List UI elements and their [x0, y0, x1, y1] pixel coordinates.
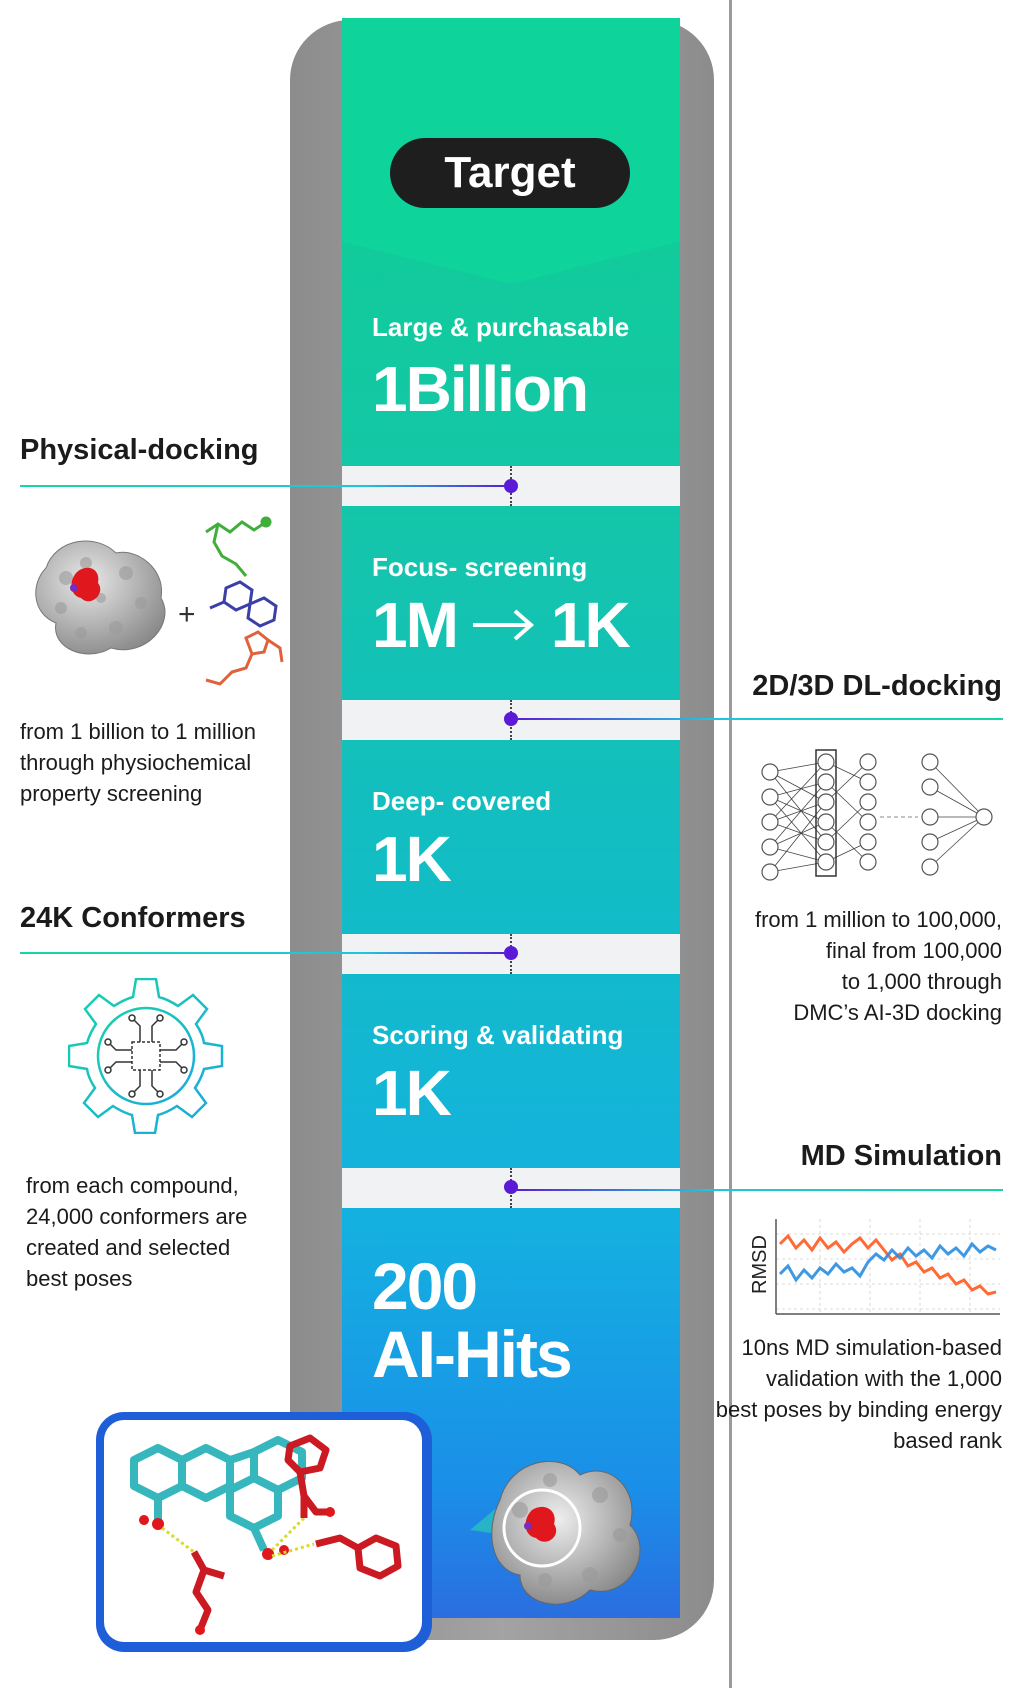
physical-docking-title: Physical-docking: [20, 434, 259, 466]
stage-4-value: 1K: [372, 1057, 452, 1129]
connector-dot-1: [504, 479, 518, 493]
neural-network-icon: [761, 749, 993, 881]
ligand-molecules-icon: [205, 516, 284, 686]
stage-2-to: 1K: [550, 589, 631, 661]
pipeline-column: [342, 18, 680, 1618]
md-simulation-line-2: validation with the 1,000: [765, 1366, 1002, 1391]
stage-3-subtitle: Deep- covered: [372, 786, 552, 816]
conformers-desc: from each compound, 24,000 conformers ar…: [26, 1170, 247, 1294]
physical-docking-line-2: through physiochemical: [20, 750, 252, 775]
dl-docking-line-2: final from 100,000: [825, 938, 1002, 963]
dl-docking-line-4: DMC’s AI-3D docking: [793, 1000, 1002, 1025]
md-simulation-desc: 10ns MD simulation-based validation with…: [660, 1332, 1002, 1456]
target-label: Target: [390, 138, 630, 208]
conformers-connector: [20, 952, 510, 954]
gear-circuit-icon: [68, 978, 224, 1134]
dl-docking-connector: [511, 718, 1003, 720]
binding-site-protein-icon: [470, 1460, 641, 1605]
conformers-line-4: best poses: [26, 1266, 133, 1291]
stage-1-value: 1Billion: [372, 353, 589, 425]
conformers-line-3: created and selected: [26, 1235, 231, 1260]
arrow-right-icon: [472, 609, 534, 641]
conformers-title: 24K Conformers: [20, 902, 246, 934]
stage-4-subtitle: Scoring & validating: [372, 1020, 624, 1050]
physical-docking-line-1: from 1 billion to 1 million: [20, 719, 256, 744]
physical-docking-line-3: property screening: [20, 781, 203, 806]
protein-surface-icon: [35, 540, 166, 655]
stage-1-subtitle: Large & purchasable: [372, 312, 630, 342]
stage-5-value-line2: AI-Hits: [372, 1317, 573, 1391]
binding-pose-icon: [130, 1434, 402, 1635]
dl-docking-title: 2D/3D DL-docking: [752, 670, 1002, 702]
plus-sign: +: [178, 598, 196, 631]
md-simulation-connector: [511, 1189, 1003, 1191]
md-simulation-line-4: based rank: [893, 1428, 1002, 1453]
stage-5-value-line1: 200: [372, 1249, 478, 1323]
vertical-divider: [729, 0, 732, 1688]
stage-2-from: 1M: [372, 589, 459, 661]
stage-2-subtitle: Focus- screening: [372, 552, 588, 582]
dl-docking-line-3: to 1,000 through: [841, 969, 1002, 994]
connector-dot-3: [504, 946, 518, 960]
connector-dot-4: [504, 1180, 518, 1194]
conformers-line-1: from each compound,: [26, 1173, 239, 1198]
rmsd-axis-label: RMSD: [749, 1235, 771, 1294]
dl-docking-line-1: from 1 million to 100,000,: [754, 907, 1002, 932]
md-simulation-line-3: best poses by binding energy: [715, 1397, 1002, 1422]
dl-docking-desc: from 1 million to 100,000, final from 10…: [700, 904, 1002, 1028]
binding-pose-card: [104, 1420, 422, 1642]
md-simulation-line-1: 10ns MD simulation-based: [741, 1335, 1002, 1360]
stage-2-value: 1M 1K: [372, 588, 631, 662]
md-simulation-title: MD Simulation: [800, 1140, 1002, 1172]
rmsd-chart-icon: RMSD: [749, 1219, 1000, 1315]
physical-docking-desc: from 1 billion to 1 million through phys…: [20, 716, 256, 809]
stage-3-value: 1K: [372, 823, 452, 895]
conformers-line-2: 24,000 conformers are: [26, 1204, 248, 1229]
physical-docking-connector: [20, 485, 510, 487]
